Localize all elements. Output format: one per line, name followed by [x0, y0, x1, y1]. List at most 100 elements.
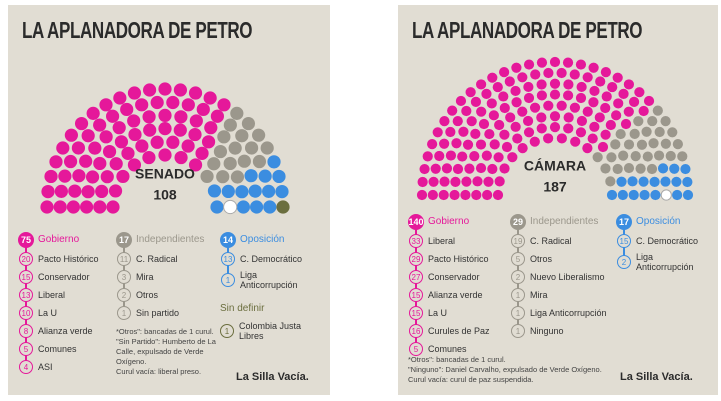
- legend-column: 75 Gobierno 20 Pacto Histórico 15 Conservador…: [18, 231, 99, 374]
- group-name: Oposición: [240, 234, 285, 245]
- seat: [114, 135, 129, 149]
- seat: [116, 169, 130, 184]
- party-name: Liberal: [38, 290, 66, 300]
- seat: [447, 105, 458, 116]
- seat: [582, 142, 593, 154]
- seat: [250, 200, 264, 214]
- seat: [589, 85, 600, 97]
- seat: [638, 176, 649, 187]
- seat: [58, 169, 72, 183]
- seat: [628, 96, 640, 108]
- party-item: 15 Alianza verde: [409, 288, 490, 302]
- seat: [267, 155, 281, 169]
- seat: [203, 91, 217, 105]
- seat: [556, 133, 567, 144]
- party-name: Liga Anticorrupción: [636, 252, 694, 272]
- party-count: 5: [19, 342, 33, 356]
- party-item: 15 La U: [409, 306, 490, 320]
- group-header: 140 Gobierno: [408, 213, 490, 230]
- legend-group: 29 Independientes 19 C. Radical 5 Otros 2 Nuevo…: [510, 213, 607, 338]
- legend-group: 17 Oposición 15 C. Democrático 2 Liga Anticor…: [616, 213, 708, 272]
- party-name: Otros: [136, 290, 159, 300]
- seat: [432, 127, 443, 138]
- group-header: 14 Oposición: [220, 231, 312, 248]
- seat: [633, 116, 644, 127]
- seat: [517, 142, 528, 154]
- seat: [458, 126, 469, 137]
- seat: [523, 92, 535, 104]
- party-item: 5 Otros: [511, 252, 607, 266]
- party-name: Conservador: [428, 272, 480, 282]
- seat: [472, 176, 483, 187]
- seat: [623, 79, 634, 90]
- note: Curul vacía: liberal preso.: [116, 367, 202, 376]
- seat: [452, 163, 464, 175]
- party-item: 2 Nuevo Liberalismo: [511, 270, 607, 284]
- seat: [93, 118, 107, 132]
- seat: [461, 105, 472, 117]
- party-name: Liga Anticorrupción: [530, 308, 607, 318]
- party-name: Comunes: [428, 344, 467, 354]
- seat: [79, 154, 93, 168]
- group-header: 17 Oposición: [616, 213, 708, 230]
- party-count: 1: [511, 324, 525, 338]
- seat: [416, 189, 428, 201]
- seat: [216, 170, 230, 184]
- seat: [494, 176, 505, 187]
- party-count: 15: [409, 306, 423, 320]
- seat: [213, 144, 228, 159]
- seat: [471, 189, 482, 201]
- seat: [492, 189, 504, 201]
- seat: [511, 62, 522, 73]
- party-item: 1 Mira: [511, 288, 607, 302]
- seat: [601, 91, 612, 102]
- party-count: 1: [221, 273, 235, 287]
- party-count: 15: [617, 234, 631, 248]
- seat: [499, 67, 510, 78]
- notes: *Otros": bancadas de 1 curul. "Ninguno": …: [408, 355, 628, 385]
- seat: [461, 176, 472, 187]
- party-name: Colombia Justa Libres: [239, 321, 302, 341]
- seat: [575, 92, 587, 104]
- chamber-total: 108: [153, 187, 177, 203]
- seat: [562, 57, 574, 68]
- seat: [127, 86, 142, 100]
- seat: [682, 189, 694, 201]
- seat: [469, 151, 480, 162]
- group-header: 75 Gobierno: [18, 231, 99, 248]
- party-count: 13: [19, 288, 33, 302]
- legend-group: 140 Gobierno 33 Liberal 29 Pacto Histórico 27 C…: [408, 213, 490, 356]
- seat: [263, 200, 277, 214]
- seat: [95, 184, 109, 198]
- seat: [451, 138, 462, 149]
- seat: [629, 128, 640, 139]
- seat: [445, 150, 457, 161]
- seat: [235, 185, 249, 199]
- seat: [86, 106, 100, 120]
- logo: La Silla Vacía.: [236, 371, 309, 383]
- seat: [427, 139, 438, 150]
- seat: [669, 163, 680, 174]
- seat: [563, 112, 574, 123]
- seat: [616, 176, 627, 187]
- seat: [188, 127, 202, 142]
- seat: [223, 118, 237, 132]
- seat: [142, 110, 156, 124]
- party-name: Ninguno: [530, 326, 564, 336]
- seat: [563, 90, 574, 101]
- party-count: 33: [409, 234, 423, 248]
- seat: [252, 128, 266, 142]
- note: *Otros": bancadas de 1 curul.: [408, 355, 506, 364]
- seat: [188, 86, 203, 100]
- party-count: 10: [19, 306, 33, 320]
- seat: [499, 129, 510, 140]
- seat: [588, 97, 599, 108]
- seat: [166, 135, 180, 149]
- party-item: 1 Liga Anticorrupción: [511, 306, 607, 320]
- seat: [112, 121, 126, 135]
- party-name: Nuevo Liberalismo: [530, 272, 605, 282]
- seat: [641, 126, 652, 137]
- seat: [127, 158, 142, 172]
- seat: [635, 163, 646, 174]
- party-item: 13 C. Democrático: [221, 252, 312, 266]
